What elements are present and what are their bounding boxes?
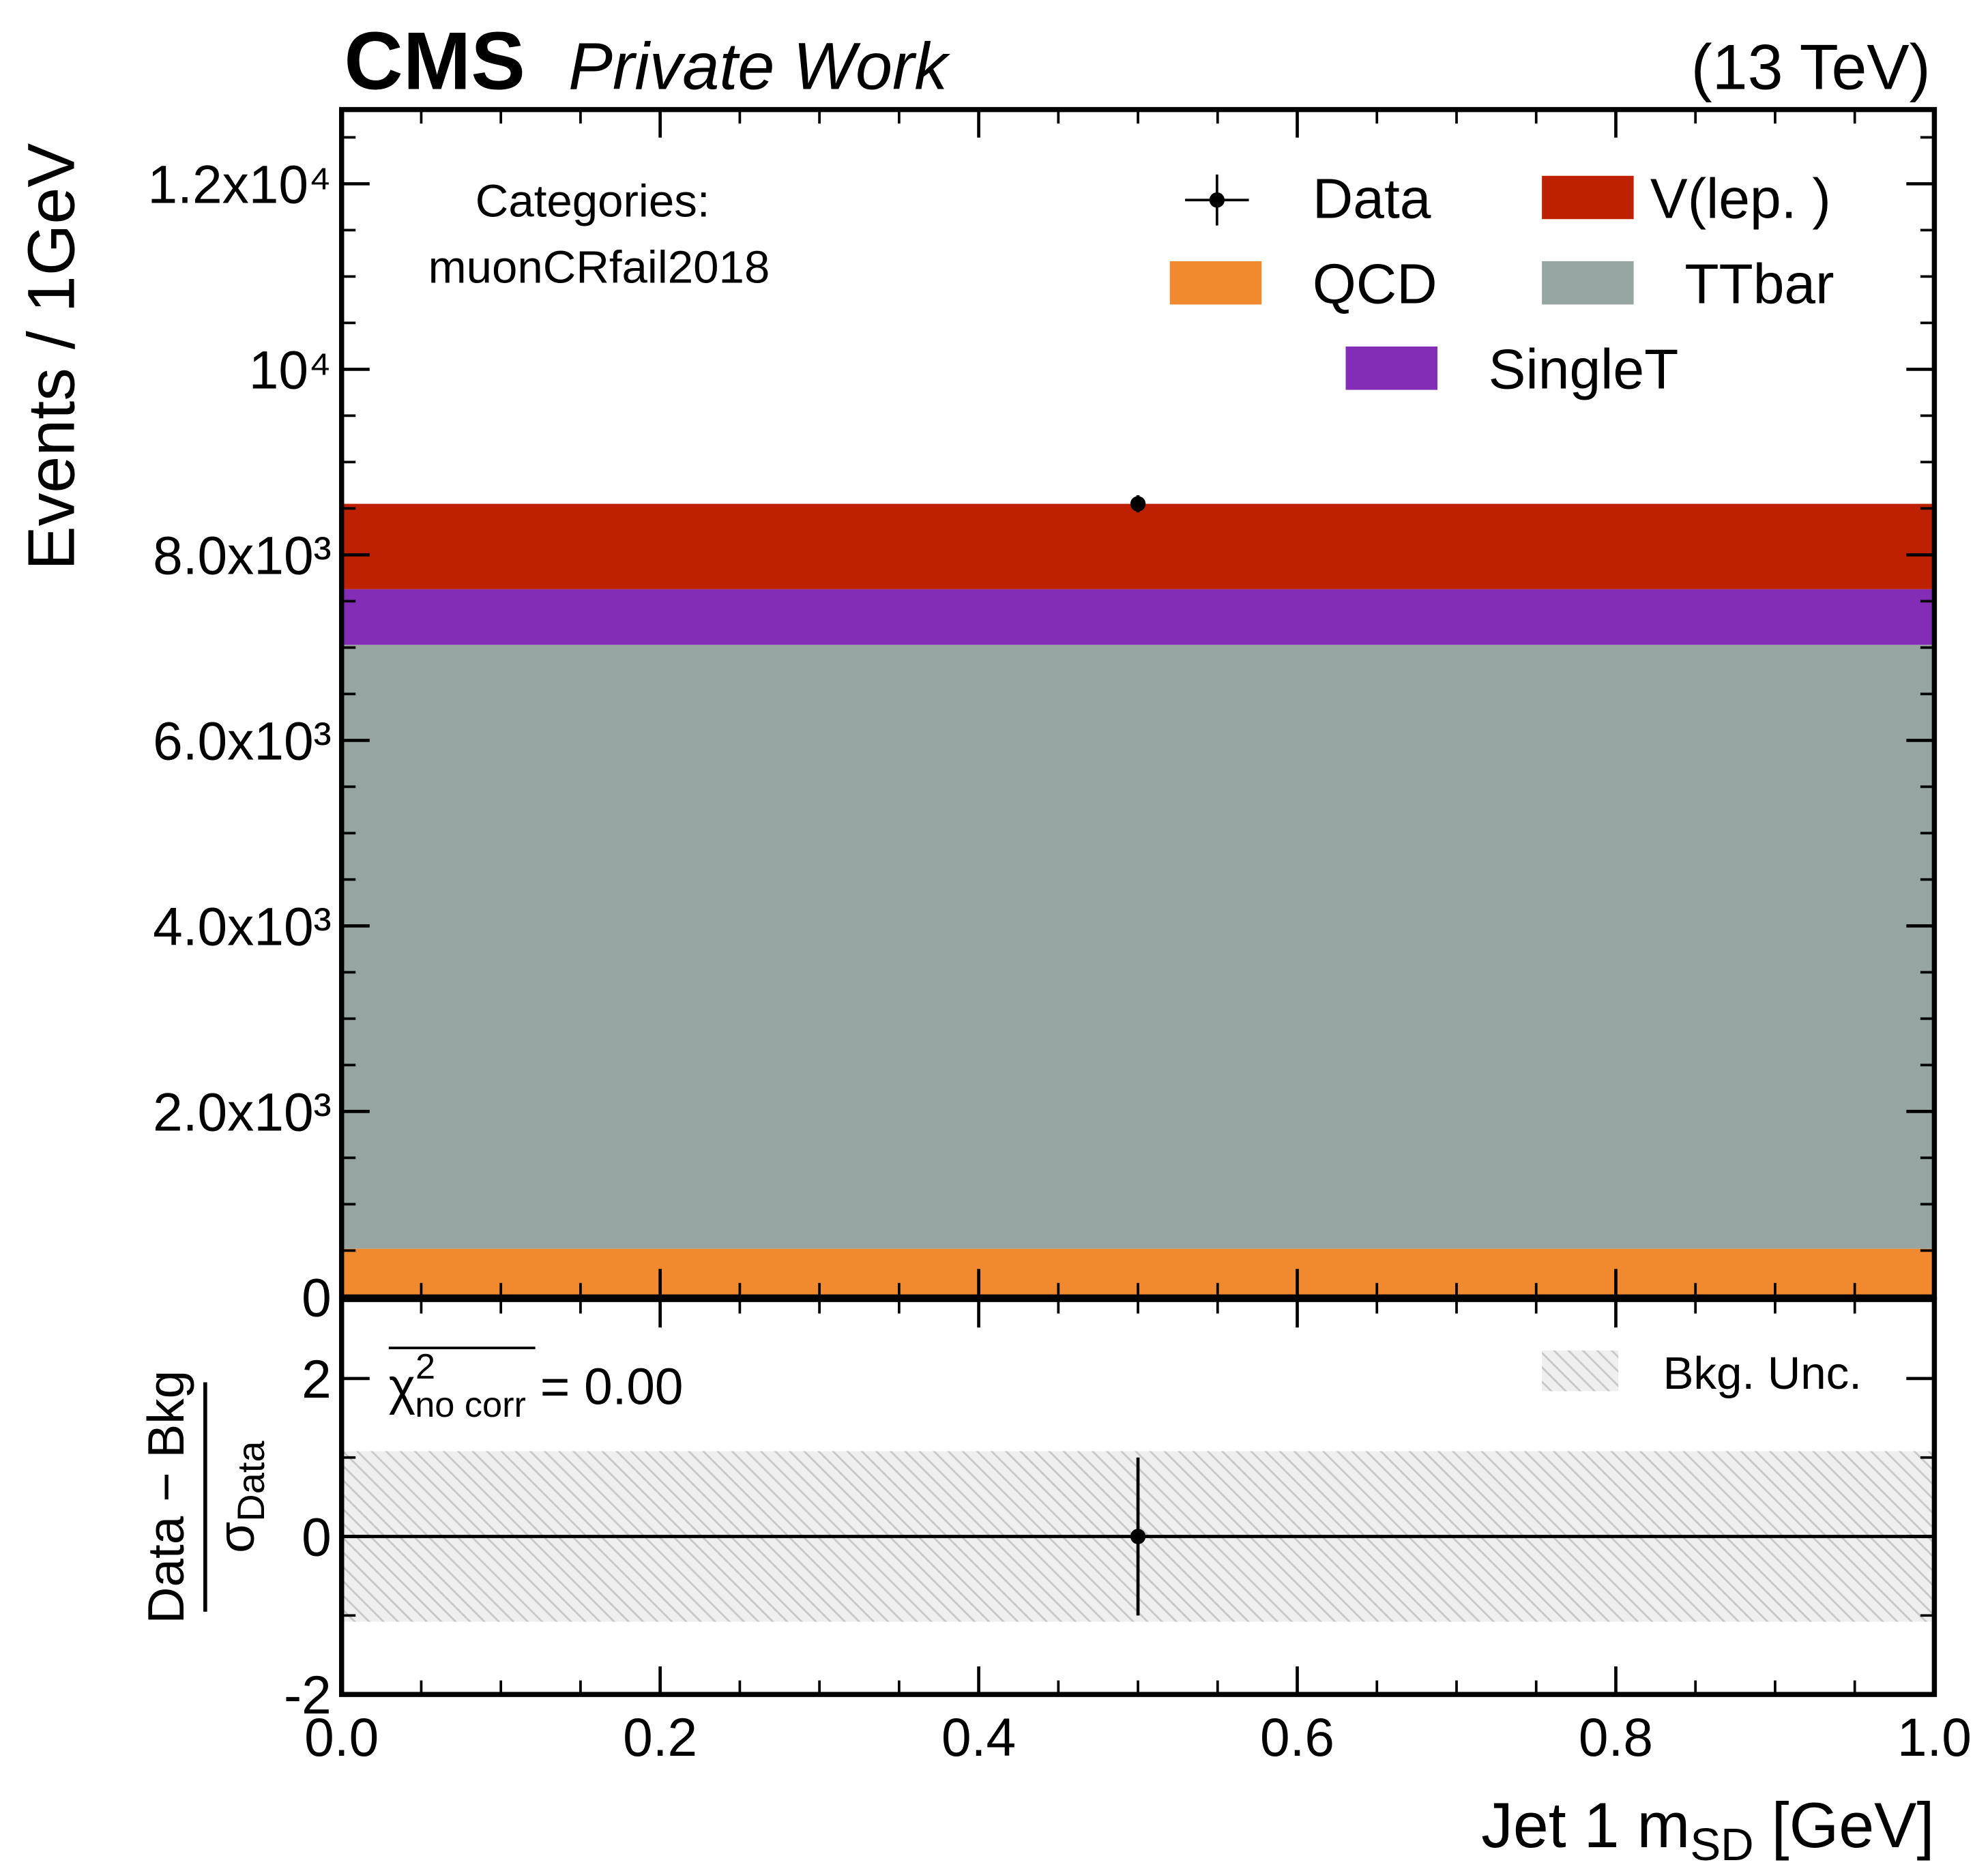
x-tick-label: 0.0 — [304, 1707, 379, 1767]
x-tick-label: 0.8 — [1579, 1707, 1653, 1767]
chi2-value: = 0.00 — [526, 1357, 684, 1415]
stack-segment — [341, 503, 1935, 589]
legend-marker — [1209, 192, 1225, 208]
subtitle: Private Work — [568, 29, 950, 104]
y-tick-label: 0 — [302, 1507, 332, 1568]
ratio-y-numerator: Data − Bkg — [137, 1370, 194, 1624]
legend-swatch — [1542, 261, 1634, 305]
chi2-annotation: χ2 no corr = 0.00 — [389, 1347, 684, 1425]
legend-swatch — [1169, 261, 1262, 305]
x-tick-label: 0.4 — [941, 1707, 1016, 1767]
denominator-sub: Data — [229, 1441, 272, 1522]
axes-frame — [338, 1297, 1938, 1697]
ratio-y-label: Data − Bkg σData — [137, 1370, 272, 1624]
annotation: muonCRfail2018 — [428, 242, 770, 293]
chi2-symbol: χ — [389, 1357, 415, 1415]
x-tick-label: 0.2 — [623, 1707, 697, 1767]
x-tick-label: 1.0 — [1897, 1707, 1972, 1767]
data-point — [1130, 1529, 1146, 1544]
denominator-symbol: σ — [207, 1522, 265, 1553]
legend-label: SingleT — [1489, 339, 1679, 401]
data-point — [1130, 496, 1146, 512]
legend-swatch — [1542, 1350, 1619, 1392]
y-axis-label: Events / 1GeV — [14, 143, 88, 570]
x-axis-label-text: Jet 1 m — [1481, 1789, 1690, 1861]
plot-area — [341, 1451, 1935, 1622]
y-tick-label: 10⁴ — [249, 340, 332, 400]
cms-label: CMS — [344, 16, 525, 107]
legend-label: QCD — [1313, 254, 1437, 316]
legend-label: Bkg. Unc. — [1663, 1348, 1862, 1399]
y-tick-label: 1.2x10⁴ — [148, 154, 332, 214]
y-tick-label: 6.0x10³ — [153, 711, 332, 771]
chi2-sub: no corr — [415, 1385, 526, 1425]
x-axis-label-sub: SD — [1690, 1819, 1753, 1869]
energy-label: (13 TeV) — [1691, 31, 1931, 103]
y-tick-label: 2.0x10³ — [153, 1082, 332, 1142]
y-tick-label: 0 — [302, 1267, 332, 1327]
ratio-y-denominator: σData — [207, 1441, 272, 1553]
x-axis-label: Jet 1 mSD [GeV] — [1481, 1789, 1934, 1869]
legend-label: TTbar — [1684, 254, 1834, 316]
y-tick-label: 2 — [302, 1349, 332, 1409]
x-axis-label-after: [GeV] — [1754, 1789, 1935, 1861]
stack-segment — [341, 645, 1935, 1249]
y-tick-label: -2 — [284, 1665, 332, 1725]
legend-swatch — [1345, 347, 1437, 390]
chi2-sup: 2 — [415, 1347, 435, 1387]
y-tick-label: 8.0x10³ — [153, 525, 332, 585]
legend-label: V(lep. ) — [1650, 168, 1831, 230]
stack-segment — [341, 589, 1935, 645]
annotation: Categories: — [476, 176, 710, 227]
x-tick-label: 0.6 — [1260, 1707, 1334, 1767]
legend-label: Data — [1313, 168, 1431, 230]
y-tick-label: 4.0x10³ — [153, 896, 332, 956]
legend-swatch — [1542, 175, 1634, 220]
plot-area — [341, 495, 1935, 1297]
